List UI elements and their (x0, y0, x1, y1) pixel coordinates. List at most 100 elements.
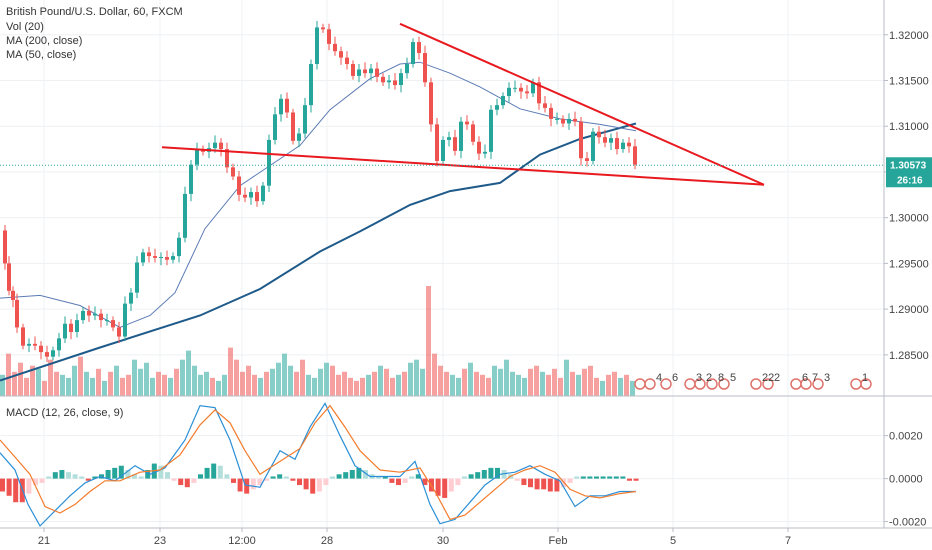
macd-histogram-bar (389, 478, 395, 483)
candle-down (3, 230, 7, 264)
macd-histogram-bar (402, 478, 408, 483)
macd-histogram-bar (627, 478, 632, 481)
volume-bar (516, 374, 521, 396)
macd-histogram-bar (145, 470, 151, 479)
volume-bar (552, 368, 557, 396)
event-flag-icon (860, 378, 872, 390)
macd-histogram-bar (455, 478, 461, 486)
y-tick-label: 1.29000 (889, 304, 929, 316)
candle-down (477, 141, 481, 154)
macd-histogram-bar (343, 472, 349, 479)
candle-up (93, 313, 97, 316)
macd-histogram-bar (415, 474, 421, 479)
countdown-label: 26:16 (897, 175, 923, 186)
x-tick-label: 30 (437, 535, 449, 547)
macd-histogram-bar (356, 467, 362, 479)
candle-up (297, 133, 301, 141)
volume-bar (60, 374, 65, 396)
candle-up (447, 137, 451, 140)
candle-down (345, 57, 349, 65)
macd-histogram-bar (594, 476, 599, 479)
candle-down (147, 252, 151, 257)
macd-histogram-bar (297, 478, 302, 486)
event-flag-icon (706, 378, 718, 390)
macd-histogram-bar (13, 478, 19, 503)
macd-histogram-bar (376, 476, 382, 479)
x-tick-label: 12:00 (228, 535, 256, 547)
candle-up (81, 310, 85, 321)
macd-line (0, 402, 636, 527)
candle-down (111, 320, 115, 328)
candle-up (267, 139, 271, 186)
candle-down (87, 310, 91, 316)
candle-down (225, 149, 229, 168)
macd-histogram-bar (587, 476, 593, 479)
volume-bar (156, 371, 161, 396)
macd-panel (0, 402, 639, 527)
event-flag-icon (660, 378, 672, 390)
candle-down (237, 176, 241, 195)
macd-histogram-bar (118, 465, 124, 479)
x-tick-label: 23 (154, 535, 166, 547)
event-flag-icon (800, 378, 812, 390)
volume-bar (276, 362, 281, 396)
current-price-label: 1.30573 (890, 160, 927, 171)
volume-bar (450, 374, 455, 396)
volume-bar (618, 377, 623, 396)
candle-down (471, 124, 475, 142)
volume-bar (30, 365, 35, 396)
volume-bar (294, 371, 299, 396)
macd-histogram-bar (138, 476, 144, 479)
candle-down (585, 158, 589, 161)
volume-bar (540, 371, 545, 396)
macd-histogram-bar (125, 470, 131, 479)
volume-bar (174, 368, 179, 396)
volume-bar (66, 377, 71, 396)
current-price-tag: 1.30573 26:16 (886, 157, 932, 188)
candle-up (57, 338, 61, 351)
volume-bar (120, 377, 125, 396)
macd-histogram-bar (422, 478, 428, 486)
macd-histogram-bar (409, 476, 415, 479)
macd-histogram-bar (547, 478, 553, 492)
volume-bar (456, 377, 461, 396)
candle-down (453, 137, 457, 151)
macd-histogram-bar (26, 478, 32, 494)
candle-up (303, 105, 307, 134)
volume-bar (558, 377, 563, 396)
ma50-legend: MA (50, close) (6, 49, 76, 61)
volume-bar (210, 377, 215, 396)
volume-bar (126, 374, 131, 396)
candle-down (519, 87, 523, 92)
candle-up (315, 27, 319, 65)
ma200-line (0, 122, 637, 382)
candle-down (21, 327, 25, 346)
macd-histogram-bar (211, 463, 217, 479)
candle-up (591, 131, 595, 161)
event-flag-icon (762, 378, 774, 390)
macd-histogram-bar (277, 474, 283, 479)
x-tick-label: Feb (549, 535, 568, 547)
candle-down (45, 352, 49, 357)
candle-down (561, 118, 565, 124)
volume-bar (168, 377, 173, 396)
macd-histogram-bar (39, 478, 45, 483)
candle-up (405, 64, 409, 74)
volume-bar (78, 356, 83, 396)
macd-histogram-bar (521, 478, 527, 486)
volume-bar (18, 362, 23, 396)
macd-histogram-bar (349, 470, 355, 479)
volume-bar (360, 377, 365, 396)
chart-title: British Pound/U.S. Dollar, 60, FXCM (6, 6, 183, 18)
volume-bars (0, 286, 635, 396)
macd-histogram-bar (613, 476, 619, 479)
macd-histogram-bar (481, 470, 487, 479)
volume-bar (84, 371, 89, 396)
event-markers: 4 6 3 2 8 5 22 2 6 7 3 1 (634, 372, 872, 390)
candle-down (465, 121, 469, 125)
macd-histogram-bar (514, 478, 520, 481)
candle-up (513, 87, 517, 89)
x-tick-label: 28 (321, 535, 333, 547)
candle-up (129, 292, 133, 304)
